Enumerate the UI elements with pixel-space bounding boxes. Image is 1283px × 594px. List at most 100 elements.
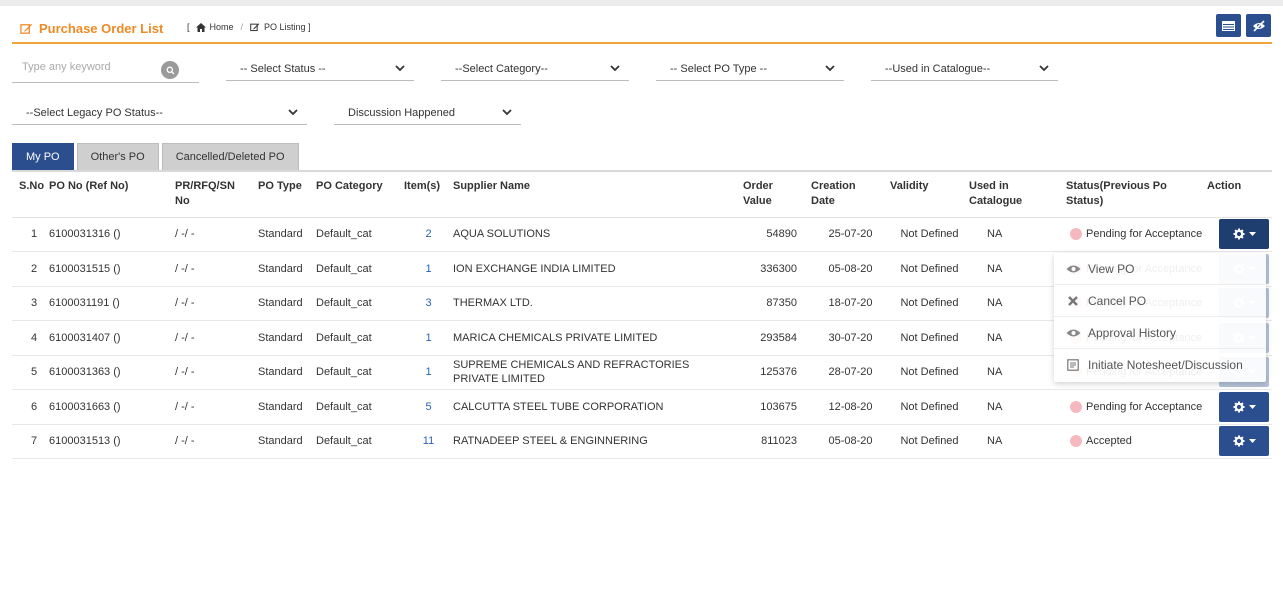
- status-dot-icon: [1070, 400, 1082, 413]
- cell-items[interactable]: 1: [404, 251, 453, 287]
- cell-items[interactable]: 1: [404, 320, 453, 356]
- cell-pr-rfq-sn: / -/ -: [175, 286, 258, 321]
- chevron-down-icon: [392, 65, 408, 72]
- legacy-status-select-value: --Select Legacy PO Status--: [26, 106, 163, 119]
- col-sno: S.No: [19, 172, 49, 218]
- cell-order-value: 125376: [743, 355, 811, 390]
- list-icon: [1222, 20, 1235, 31]
- cell-items[interactable]: 2: [404, 217, 453, 252]
- page-title: Purchase Order List: [20, 21, 163, 36]
- eye-icon: [1064, 264, 1082, 274]
- cell-supplier: THERMAX LTD.: [453, 286, 743, 321]
- cell-po-no: 6100031191 (): [49, 286, 175, 321]
- cell-creation-date: 12-08-20: [811, 389, 890, 425]
- cell-action: [1207, 217, 1272, 252]
- cell-items[interactable]: 1: [404, 355, 453, 390]
- category-select[interactable]: --Select Category--: [441, 57, 629, 81]
- cell-po-no: 6100031407 (): [49, 320, 175, 356]
- legacy-status-select[interactable]: --Select Legacy PO Status--: [12, 101, 307, 125]
- col-pr-rfq-sn: PR/RFQ/SN No: [175, 172, 258, 218]
- row-spacer: [12, 355, 19, 390]
- tab-cancelled-po[interactable]: Cancelled/Deleted PO: [161, 143, 299, 170]
- status-text: Pending for Acceptance: [1086, 400, 1203, 413]
- col-pr-rfq-sn-label: PR/RFQ/SN No: [175, 180, 235, 207]
- cell-validity: Not Defined: [890, 217, 969, 252]
- cell-order-value: 293584: [743, 320, 811, 356]
- row-spacer: [12, 286, 19, 321]
- cell-items[interactable]: 3: [404, 286, 453, 321]
- row-spacer: [12, 217, 19, 252]
- cell-po-no: 6100031663 (): [49, 389, 175, 425]
- cell-sno: 2: [19, 251, 49, 287]
- cell-po-type: Standard: [258, 424, 316, 459]
- cell-status: Pending for Acceptance: [1066, 217, 1207, 252]
- cell-validity: Not Defined: [890, 251, 969, 287]
- category-select-value: --Select Category--: [455, 62, 548, 75]
- cell-sno: 6: [19, 389, 49, 425]
- table-body: 1 6100031316 () / -/ - Standard Default_cat 2…: [12, 217, 1272, 459]
- col-order-value-label: Order Value: [743, 180, 773, 207]
- po-table: S.No PO No (Ref No) PR/RFQ/SN No PO Type…: [12, 172, 1272, 459]
- cell-used-catalogue: NA: [969, 251, 1066, 287]
- col-action: Action: [1207, 172, 1272, 218]
- breadcrumb: [ Home / PO Listing ]: [187, 22, 311, 32]
- col-order-value: Order Value: [743, 172, 811, 218]
- menu-view-po[interactable]: View PO: [1054, 253, 1266, 285]
- chevron-down-icon: [607, 65, 623, 72]
- action-gear-button[interactable]: [1219, 426, 1269, 457]
- action-gear-button[interactable]: [1219, 391, 1269, 422]
- row-spacer: [12, 424, 19, 459]
- menu-initiate-notesheet[interactable]: Initiate Notesheet/Discussion: [1054, 349, 1266, 381]
- tab-my-po[interactable]: My PO: [12, 143, 74, 170]
- status-select[interactable]: -- Select Status --: [226, 57, 414, 81]
- col-status: Status(Previous Po Status): [1066, 172, 1207, 218]
- po-type-select[interactable]: -- Select PO Type --: [656, 57, 844, 81]
- breadcrumb-current: PO Listing ]: [264, 22, 311, 32]
- breadcrumb-home[interactable]: Home: [209, 22, 234, 32]
- list-view-button[interactable]: [1216, 14, 1241, 37]
- action-gear-button[interactable]: [1219, 219, 1269, 250]
- notesheet-icon: [1064, 359, 1082, 371]
- col-items: Item(s): [404, 172, 453, 218]
- eye-icon: [1064, 328, 1082, 338]
- cell-order-value: 336300: [743, 251, 811, 287]
- hide-toggle-button[interactable]: [1246, 14, 1271, 37]
- cell-po-type: Standard: [258, 355, 316, 390]
- cell-items[interactable]: 11: [404, 424, 453, 459]
- table-header: S.No PO No (Ref No) PR/RFQ/SN No PO Type…: [12, 172, 1272, 218]
- keyword-search-input[interactable]: [22, 61, 152, 73]
- chevron-down-icon: [285, 109, 301, 116]
- cell-po-category: Default_cat: [316, 251, 404, 287]
- row-spacer: [12, 251, 19, 287]
- cell-po-type: Standard: [258, 320, 316, 356]
- cell-validity: Not Defined: [890, 320, 969, 356]
- tab-underline: [12, 170, 1272, 172]
- status-select-value: -- Select Status --: [240, 62, 326, 75]
- breadcrumb-open: [: [187, 22, 190, 32]
- menu-approval-history-label: Approval History: [1088, 325, 1177, 340]
- gear-icon: [1233, 435, 1245, 447]
- row-spacer: [12, 320, 19, 356]
- search-icon[interactable]: [161, 61, 179, 79]
- cell-supplier: AQUA SOLUTIONS: [453, 217, 743, 252]
- table-row: 3 6100031191 () / -/ - Standard Default_cat 3…: [12, 286, 1272, 321]
- status-text: Accepted: [1086, 435, 1132, 448]
- tab-others-po[interactable]: Other's PO: [76, 143, 159, 170]
- cell-creation-date: 25-07-20: [811, 217, 890, 252]
- table-row: 6 6100031663 () / -/ - Standard Default_cat 5…: [12, 389, 1272, 425]
- cell-po-no: 6100031515 (): [49, 251, 175, 287]
- status-dot-icon: [1070, 435, 1082, 448]
- cell-items[interactable]: 5: [404, 389, 453, 425]
- discussion-select[interactable]: Discussion Happened: [334, 101, 521, 125]
- edit-icon: [20, 23, 33, 34]
- menu-approval-history[interactable]: Approval History: [1054, 317, 1266, 349]
- col-creation-date: Creation Date: [811, 172, 890, 218]
- cell-supplier: RATNADEEP STEEL & ENGINNERING: [453, 424, 743, 459]
- cell-action: [1207, 389, 1272, 425]
- cell-po-category: Default_cat: [316, 424, 404, 459]
- cell-status: Accepted: [1066, 424, 1207, 459]
- menu-cancel-po[interactable]: Cancel PO: [1054, 285, 1266, 317]
- cell-sno: 4: [19, 320, 49, 356]
- cross-icon: [1064, 295, 1082, 306]
- catalogue-select[interactable]: --Used in Catalogue--: [871, 57, 1058, 81]
